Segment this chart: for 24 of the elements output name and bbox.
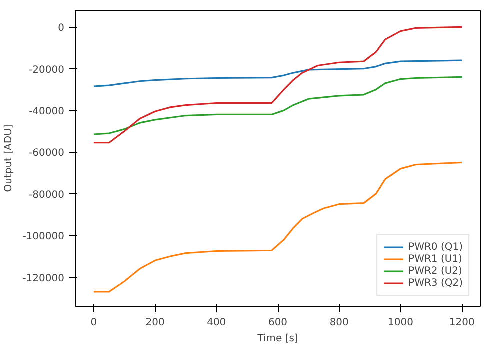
x-tick-label: 400: [207, 318, 226, 328]
y-tick-label: -120000: [22, 273, 65, 284]
y-tick-label: -40000: [29, 106, 64, 118]
x-tick-label: 200: [146, 318, 165, 328]
y-tick-label: -100000: [22, 232, 65, 243]
line-series: [93, 60, 463, 88]
x-tick-label: 0: [90, 318, 98, 328]
line-series: [93, 162, 463, 293]
x-tick-label: 1000: [388, 318, 414, 328]
x-tick-label: 800: [330, 318, 349, 328]
x-tick-label: 600: [268, 318, 288, 328]
legend-label: PWR2 (U2): [408, 265, 462, 277]
y-tick-label: -60000: [29, 148, 64, 160]
legend-label: PWR3 (Q2): [408, 277, 463, 289]
y-axis-title: Output [ADU]: [4, 124, 15, 192]
legend-label: PWR0 (Q1): [408, 241, 463, 253]
line-series: [93, 26, 463, 144]
y-tick-label: 0: [58, 23, 65, 34]
legend-label: PWR1 (U1): [408, 253, 462, 265]
x-axis-title: Time [s]: [256, 334, 298, 344]
y-tick-label: -20000: [29, 64, 64, 76]
x-tick-label: 1200: [449, 318, 475, 328]
y-tick-label: -80000: [29, 190, 64, 201]
line-series: [93, 76, 463, 136]
